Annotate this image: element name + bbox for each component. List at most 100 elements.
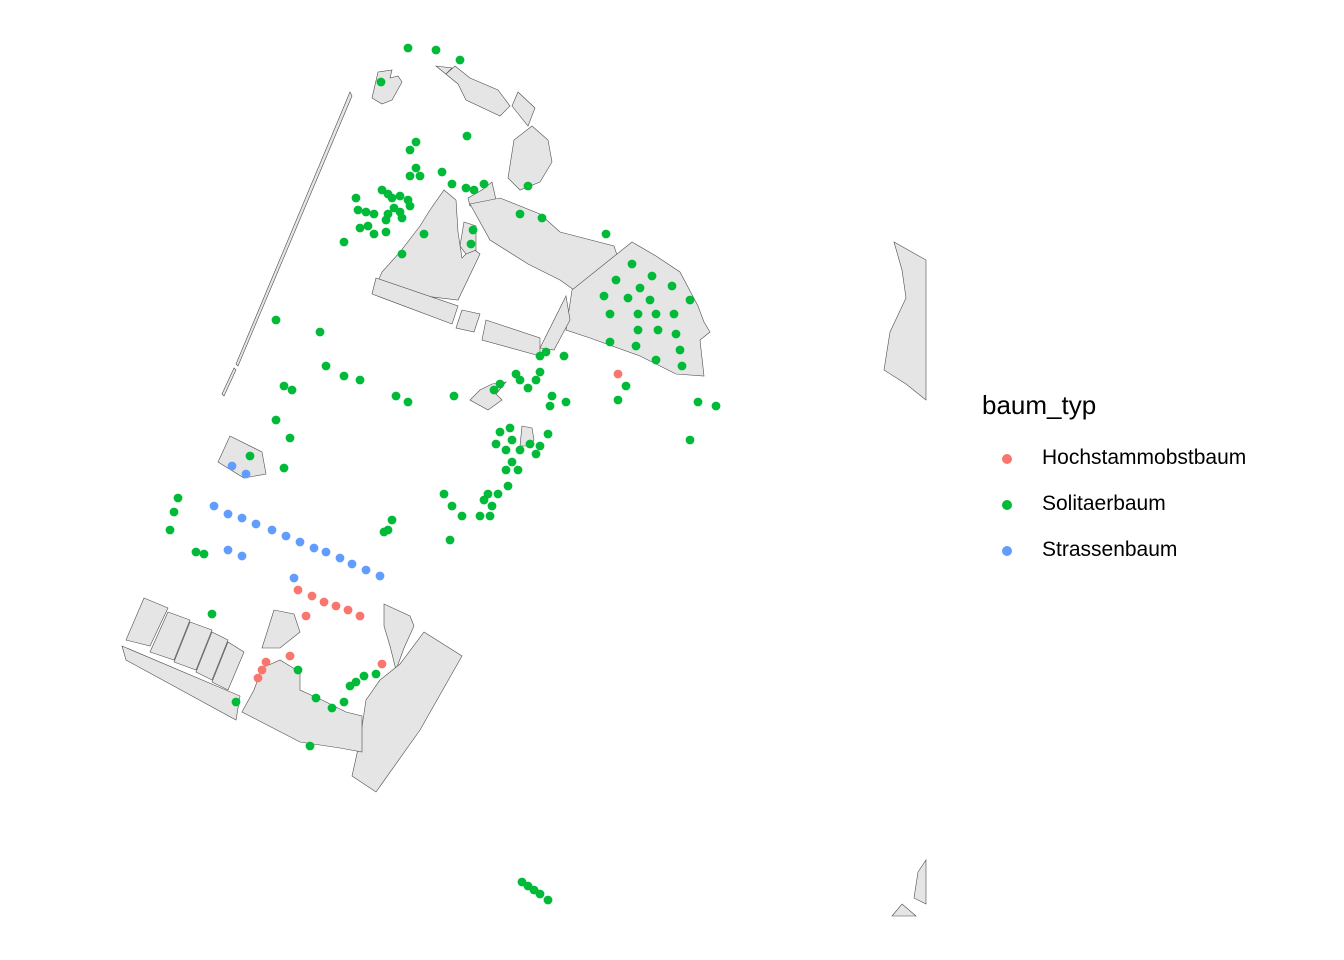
- tree-point: [237, 551, 247, 561]
- area-polygon: [125, 597, 169, 647]
- area-polygon: [221, 367, 237, 397]
- area-polygon: [371, 277, 459, 325]
- tree-point: [651, 355, 661, 365]
- tree-point: [223, 545, 233, 555]
- tree-point: [449, 391, 459, 401]
- legend-label-solitaerbaum: Solitaerbaum: [1042, 492, 1166, 515]
- tree-point: [415, 171, 425, 181]
- tree-point: [468, 225, 478, 235]
- tree-point: [613, 369, 623, 379]
- tree-point: [339, 371, 349, 381]
- area-polygon: [539, 295, 571, 351]
- tree-point: [319, 597, 329, 607]
- tree-point: [295, 537, 305, 547]
- tree-point: [271, 315, 281, 325]
- tree-point: [387, 193, 397, 203]
- tree-point: [369, 209, 379, 219]
- tree-point: [535, 889, 545, 899]
- area-polygon: [351, 631, 463, 793]
- tree-point: [685, 435, 695, 445]
- tree-point: [677, 361, 687, 371]
- tree-point: [293, 585, 303, 595]
- legend-key-hochstammobstbaum: [1002, 454, 1012, 464]
- legend-item-strassenbaum: Strassenbaum: [982, 536, 1282, 566]
- tree-point: [515, 209, 525, 219]
- tree-point: [501, 465, 511, 475]
- legend-key-strassenbaum: [1002, 546, 1012, 556]
- tree-point: [559, 351, 569, 361]
- area-polygon: [883, 241, 927, 401]
- tree-point: [169, 507, 179, 517]
- tree-point: [621, 381, 631, 391]
- tree-point: [191, 547, 201, 557]
- tree-point: [397, 249, 407, 259]
- tree-point: [627, 259, 637, 269]
- tree-point: [439, 489, 449, 499]
- area-polygon: [371, 69, 403, 105]
- tree-point: [487, 501, 497, 511]
- tree-point: [543, 895, 553, 905]
- tree-point: [369, 229, 379, 239]
- tree-point: [257, 665, 267, 675]
- tree-point: [411, 163, 421, 173]
- tree-point: [447, 501, 457, 511]
- tree-point: [223, 509, 233, 519]
- tree-point: [331, 601, 341, 611]
- tree-point: [267, 525, 277, 535]
- tree-point: [419, 229, 429, 239]
- tree-point: [231, 697, 241, 707]
- tree-point: [245, 451, 255, 461]
- tree-point: [461, 183, 471, 193]
- tree-point: [513, 465, 523, 475]
- legend-title: baum_typ: [982, 390, 1097, 420]
- area-polygon: [913, 859, 927, 905]
- tree-point: [445, 535, 455, 545]
- tree-point: [466, 239, 476, 249]
- tree-point: [671, 329, 681, 339]
- tree-point: [531, 449, 541, 459]
- tree-point: [633, 309, 643, 319]
- tree-point: [493, 489, 503, 499]
- area-polygon: [383, 603, 415, 672]
- tree-point: [623, 293, 633, 303]
- tree-point: [489, 385, 499, 395]
- tree-point: [359, 671, 369, 681]
- tree-point: [311, 693, 321, 703]
- tree-point: [411, 137, 421, 147]
- tree-point: [309, 543, 319, 553]
- tree-point: [561, 397, 571, 407]
- tree-point: [601, 229, 611, 239]
- tree-point: [173, 493, 183, 503]
- tree-points: [165, 43, 721, 905]
- tree-point: [515, 445, 525, 455]
- tree-point: [505, 423, 515, 433]
- tree-point: [613, 395, 623, 405]
- tree-point: [491, 439, 501, 449]
- area-polygon: [217, 435, 267, 479]
- legend-item-solitaerbaum: Solitaerbaum: [982, 490, 1282, 520]
- tree-point: [515, 375, 525, 385]
- tree-point: [285, 651, 295, 661]
- tree-point: [395, 191, 405, 201]
- tree-point: [605, 337, 615, 347]
- tree-point: [543, 429, 553, 439]
- legend-key-solitaerbaum: [1002, 500, 1012, 510]
- tree-point: [387, 515, 397, 525]
- tree-point: [376, 77, 386, 87]
- tree-point: [289, 573, 299, 583]
- legend-label-hochstammobstbaum: Hochstammobstbaum: [1042, 446, 1247, 469]
- tree-point: [431, 45, 441, 55]
- tree-point: [675, 345, 685, 355]
- tree-point: [281, 531, 291, 541]
- area-polygon: [261, 609, 301, 649]
- area-polygon: [173, 621, 213, 671]
- tree-point: [475, 511, 485, 521]
- tree-point: [261, 657, 271, 667]
- tree-point: [485, 511, 495, 521]
- tree-point: [403, 397, 413, 407]
- tree-point: [523, 383, 533, 393]
- area-polygon: [511, 91, 536, 127]
- area-polygon: [149, 611, 191, 661]
- tree-point: [462, 131, 472, 141]
- tree-point: [457, 511, 467, 521]
